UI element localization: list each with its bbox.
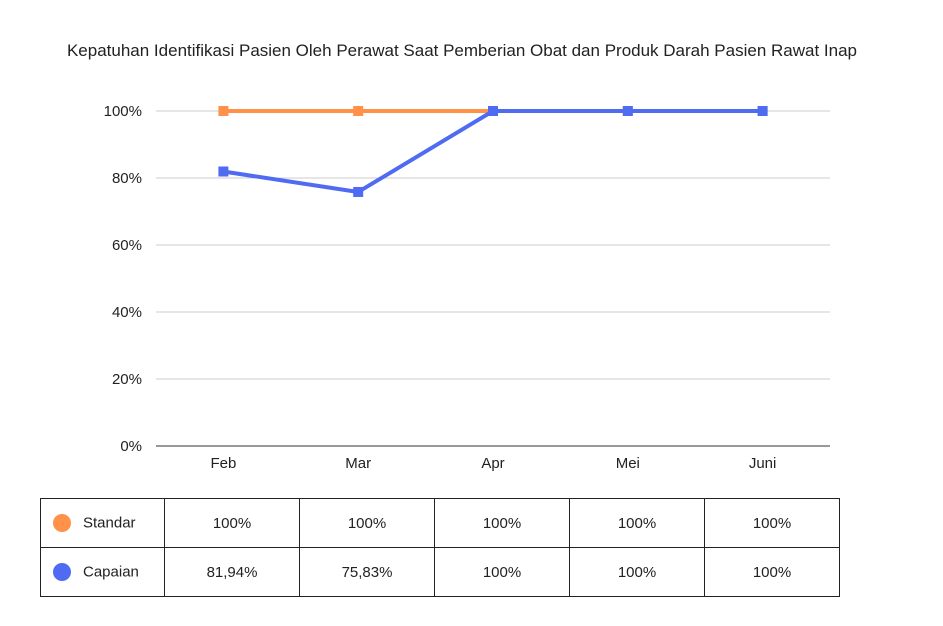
series-label: Capaian <box>83 563 139 581</box>
table-row: Capaian 81,94% 75,83% 100% 100% 100% <box>40 547 840 597</box>
value-cell: 100% <box>704 498 840 548</box>
series-capaian <box>218 106 768 197</box>
data-point-standar <box>353 106 364 116</box>
value-cell: 81,94% <box>164 547 300 597</box>
legend-dot <box>53 514 71 533</box>
value-cell: 100% <box>164 498 300 548</box>
value-cell: 100% <box>434 498 570 548</box>
x-tick-label: Juni <box>749 455 777 472</box>
data-point-capaian <box>218 166 229 177</box>
y-tick-label: 40% <box>112 304 142 321</box>
gridlines <box>156 110 830 447</box>
data-table: Standar 100% 100% 100% 100% 100% Capaian 81,94%… <box>40 498 840 597</box>
y-tick-label: 60% <box>112 237 142 254</box>
value-cell: 100% <box>434 547 570 597</box>
line-chart: 0% 20% 40% 60% 80% 100% Feb Mar Apr Mei Juni <box>104 103 830 472</box>
series-line-capaian <box>223 109 763 194</box>
x-tick-label: Mei <box>616 455 640 472</box>
data-point-capaian <box>488 106 498 116</box>
x-axis-ticks: Feb Mar Apr Mei Juni <box>210 455 776 472</box>
value-cell: 75,83% <box>299 547 435 597</box>
series-name-cell: Capaian <box>40 547 165 597</box>
y-tick-label: 0% <box>120 438 142 455</box>
value-cell: 100% <box>569 498 705 548</box>
y-axis-ticks: 0% 20% 40% 60% 80% 100% <box>104 103 142 455</box>
x-tick-label: Feb <box>210 455 236 472</box>
data-point-capaian <box>353 186 364 197</box>
value-cell: 100% <box>569 547 705 597</box>
series-name-cell: Standar <box>40 498 165 548</box>
table-row: Standar 100% 100% 100% 100% 100% <box>40 498 840 548</box>
value-cell: 100% <box>704 547 840 597</box>
x-tick-label: Mar <box>345 455 371 472</box>
x-tick-label: Apr <box>481 455 504 472</box>
y-tick-label: 80% <box>112 170 142 187</box>
data-point-standar <box>218 106 229 116</box>
series-label: Standar <box>83 514 136 532</box>
data-point-capaian <box>622 106 633 116</box>
value-cell: 100% <box>299 498 435 548</box>
series-lines <box>218 106 768 197</box>
data-point-capaian <box>757 106 768 116</box>
y-tick-label: 100% <box>104 103 142 120</box>
legend-dot <box>53 563 71 582</box>
chart-title: Kepatuhan Identifikasi Pasien Oleh Peraw… <box>66 41 858 60</box>
y-tick-label: 20% <box>112 371 142 388</box>
